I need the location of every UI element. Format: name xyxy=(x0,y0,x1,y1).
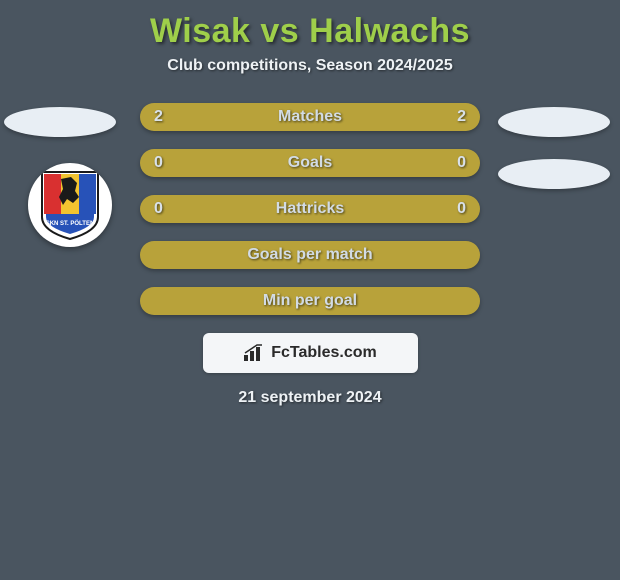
stat-right-value: 0 xyxy=(446,200,466,218)
stat-label: Hattricks xyxy=(276,200,344,218)
player-right-slot-2 xyxy=(498,159,610,189)
stat-row-min-per-goal: Min per goal xyxy=(140,287,480,315)
stat-right-value: 2 xyxy=(446,108,466,126)
page-subtitle: Club competitions, Season 2024/2025 xyxy=(0,57,620,103)
comparison-card: Wisak vs Halwachs Club competitions, Sea… xyxy=(0,0,620,407)
stat-left-value: 2 xyxy=(154,108,174,126)
brand-attribution[interactable]: FcTables.com xyxy=(203,333,418,373)
club-logo-left: SKN ST. PÖLTEN xyxy=(28,163,112,247)
bar-chart-icon xyxy=(243,344,265,362)
stat-right-value: 0 xyxy=(446,154,466,172)
stat-row-goals: 0 Goals 0 xyxy=(140,149,480,177)
stat-left-value: 0 xyxy=(154,154,174,172)
stat-label: Goals per match xyxy=(247,246,372,264)
brand-text: FcTables.com xyxy=(271,344,377,362)
stat-label: Goals xyxy=(288,154,332,172)
stats-area: SKN ST. PÖLTEN 2 Matches 2 0 Goals 0 0 Hattrick… xyxy=(0,103,620,407)
page-title: Wisak vs Halwachs xyxy=(0,0,620,57)
player-right-slot-1 xyxy=(498,107,610,137)
stat-label: Matches xyxy=(278,108,342,126)
stat-row-matches: 2 Matches 2 xyxy=(140,103,480,131)
svg-text:SKN ST. PÖLTEN: SKN ST. PÖLTEN xyxy=(46,220,95,227)
stat-label: Min per goal xyxy=(263,292,357,310)
skn-st-poelten-crest-icon: SKN ST. PÖLTEN xyxy=(39,169,101,241)
footer-date: 21 september 2024 xyxy=(0,389,620,407)
stat-left-value: 0 xyxy=(154,200,174,218)
stat-row-goals-per-match: Goals per match xyxy=(140,241,480,269)
player-left-slot-1 xyxy=(4,107,116,137)
stat-row-hattricks: 0 Hattricks 0 xyxy=(140,195,480,223)
